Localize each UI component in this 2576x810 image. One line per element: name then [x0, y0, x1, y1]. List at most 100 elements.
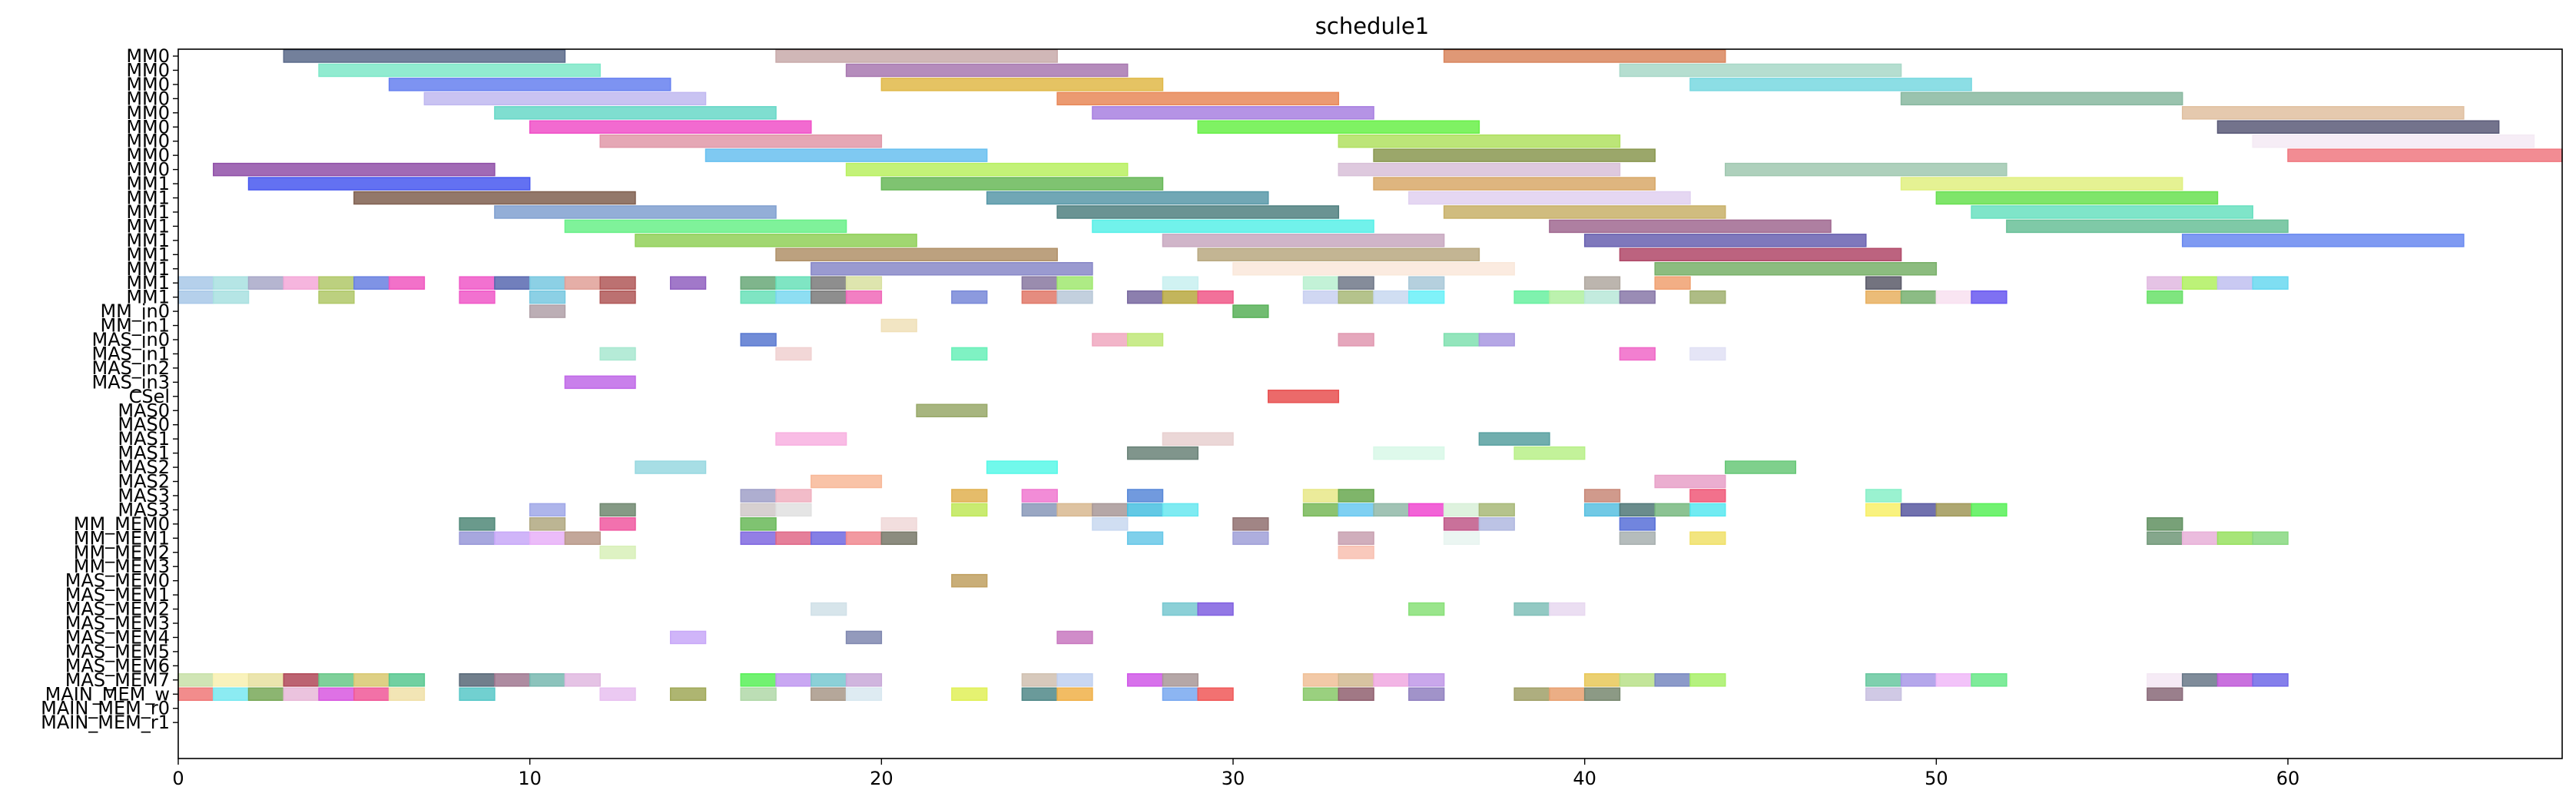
- task-bar: [1056, 91, 1340, 106]
- y-tick-label: MAS_MEM4: [65, 626, 170, 648]
- task-bar: [1338, 276, 1374, 290]
- task-bar: [1126, 446, 1198, 460]
- task-bar: [1338, 162, 1621, 177]
- task-bar: [1724, 460, 1797, 474]
- task-bar: [1619, 517, 1656, 531]
- task-bar: [2216, 673, 2254, 687]
- y-tick-label: MAS_in2: [91, 357, 170, 379]
- task-bar: [1338, 673, 1374, 687]
- task-bar: [423, 91, 707, 106]
- y-axis: MM0MM0MM0MM0MM0MM0MM0MM0MM0MM1MM1MM1MM1M…: [41, 45, 178, 733]
- task-bar: [318, 276, 355, 290]
- task-bar: [775, 290, 812, 304]
- task-bar: [213, 687, 250, 701]
- y-tick-label: MAS_in1: [91, 343, 170, 364]
- task-bar: [1619, 531, 1656, 546]
- task-bar: [951, 489, 988, 503]
- task-bar: [177, 276, 214, 290]
- task-bar: [1513, 687, 1550, 701]
- task-bar: [1162, 673, 1198, 687]
- task-bar: [1513, 602, 1550, 616]
- task-bar: [1654, 262, 1938, 276]
- task-bar: [2252, 531, 2289, 546]
- task-bar: [529, 120, 812, 134]
- plot-frame: [177, 48, 2563, 759]
- task-bar: [1056, 630, 1093, 645]
- y-tick-label: MM0: [126, 59, 170, 81]
- task-bar: [529, 304, 566, 318]
- y-tick-label: MM0: [126, 131, 170, 152]
- task-bar: [1056, 276, 1093, 290]
- task-bar: [1900, 503, 1938, 517]
- task-bar: [1443, 205, 1726, 219]
- task-bar: [1689, 503, 1726, 517]
- task-bar: [1865, 673, 1902, 687]
- y-tick-label: MAS1: [118, 428, 170, 450]
- task-bar: [283, 276, 320, 290]
- task-bar: [1056, 503, 1093, 517]
- task-bar: [775, 673, 812, 687]
- task-bar: [1689, 489, 1726, 503]
- task-bar: [845, 290, 883, 304]
- y-tick-label: MM1: [126, 173, 170, 194]
- task-bar: [740, 531, 777, 546]
- task-bar: [1619, 503, 1656, 517]
- y-tick-label: MAS_MEM1: [65, 584, 170, 606]
- task-bar: [1302, 673, 1340, 687]
- task-bar: [599, 503, 636, 517]
- task-bar: [459, 290, 496, 304]
- task-bar: [880, 177, 1164, 191]
- task-bar: [459, 673, 496, 687]
- task-bar: [1197, 687, 1234, 701]
- task-bar: [1865, 503, 1902, 517]
- task-bar: [1056, 687, 1093, 701]
- task-bar: [1478, 517, 1515, 531]
- task-bar: [2252, 276, 2289, 290]
- task-bar: [1092, 106, 1374, 120]
- task-bar: [1900, 673, 1938, 687]
- task-bar: [213, 290, 250, 304]
- task-bar: [1971, 205, 2254, 219]
- task-bar: [845, 63, 1129, 78]
- task-bar: [494, 673, 531, 687]
- task-bar: [1443, 49, 1726, 63]
- task-bar: [1549, 290, 1586, 304]
- task-bar: [1056, 205, 1340, 219]
- task-bar: [1302, 276, 1340, 290]
- task-bar: [388, 687, 426, 701]
- task-bar: [1021, 673, 1058, 687]
- task-bar: [1654, 503, 1691, 517]
- task-bar: [318, 63, 601, 78]
- y-tick-label: MM1: [126, 287, 170, 308]
- task-bar: [283, 687, 320, 701]
- task-bar: [1162, 276, 1198, 290]
- task-bar: [318, 687, 355, 701]
- task-bar: [1021, 290, 1058, 304]
- task-bar: [1935, 673, 1972, 687]
- task-bar: [1654, 474, 1726, 489]
- task-bar: [2181, 673, 2219, 687]
- y-tick-label: MM1: [126, 230, 170, 251]
- task-bar: [459, 276, 496, 290]
- task-bar: [986, 460, 1058, 474]
- task-bar: [1865, 276, 1902, 290]
- task-bar: [1126, 531, 1164, 546]
- task-bar: [388, 673, 426, 687]
- task-bar: [1865, 290, 1902, 304]
- task-bar: [775, 489, 812, 503]
- task-bar: [1583, 503, 1621, 517]
- task-bar: [1689, 673, 1726, 687]
- y-tick-label: MAS_MEM2: [65, 599, 170, 620]
- task-bar: [283, 673, 320, 687]
- task-bar: [1900, 290, 1938, 304]
- task-bar: [529, 531, 566, 546]
- task-bar: [599, 347, 636, 361]
- task-bar: [318, 673, 355, 687]
- task-bar: [811, 602, 847, 616]
- task-bar: [1654, 276, 1691, 290]
- task-bar: [811, 276, 847, 290]
- task-bar: [2216, 531, 2254, 546]
- x-tick-label: 30: [1222, 768, 1245, 789]
- task-bar: [459, 517, 496, 531]
- task-bar: [529, 503, 566, 517]
